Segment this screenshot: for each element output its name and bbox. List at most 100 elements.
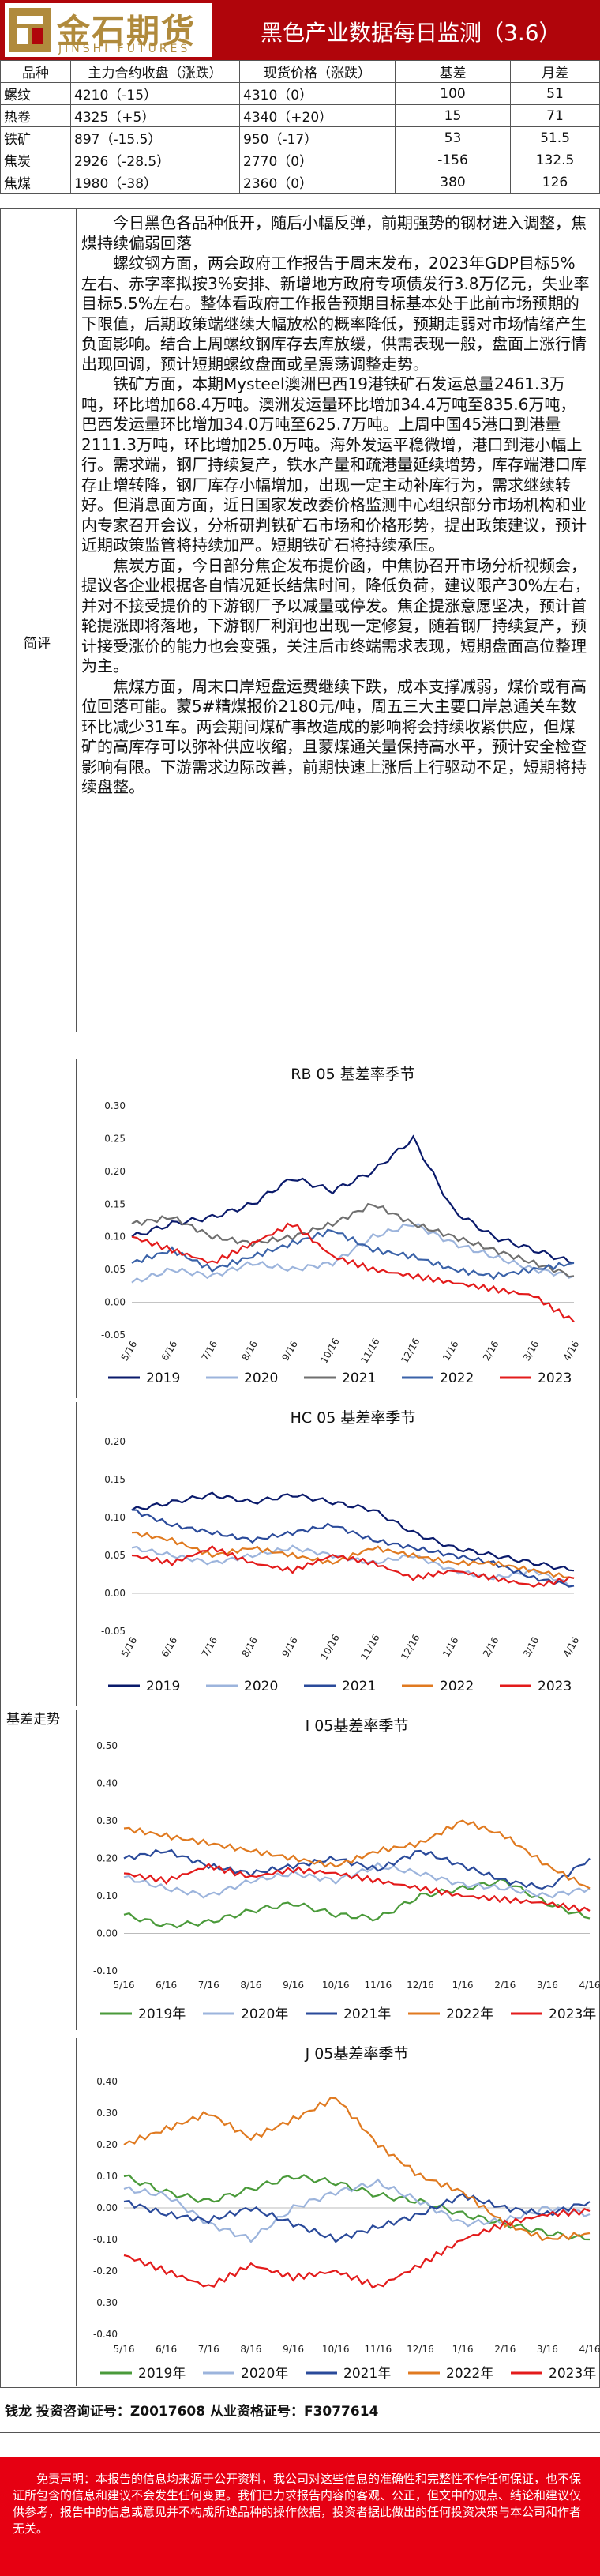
y-tick-label: -0.05 [101,1329,126,1341]
disclaimer: 免责声明：本报告的信息均来源于公开资料，我公司对这些信息的准确性和完整性不作任何… [0,2457,600,2576]
x-tick-label: 11/16 [365,2344,392,2355]
x-tick-label: 9/16 [283,2344,304,2355]
series-line [123,1848,591,1890]
y-tick-label: 0.00 [104,1297,126,1308]
spot-price-cell: 4310（0） [239,82,396,105]
x-tick-label: 10/16 [318,1337,341,1366]
company-logo: 金石期货 JINSHI FUTURES [5,3,212,57]
x-tick-label: 8/16 [239,1339,260,1363]
x-tick-label: 5/16 [114,1980,135,1991]
y-tick-label: -0.30 [93,2297,118,2308]
x-tick-label: 7/16 [198,2344,219,2355]
x-tick-label: 6/16 [159,1339,180,1363]
y-tick-label: -0.20 [93,2266,118,2277]
report-header: 金石期货 JINSHI FUTURES 黑色产业数据每日监测（3.6） [0,0,600,60]
basis-cell: -156 [395,149,511,171]
table-header-cell: 月差 [510,60,600,83]
table-row: 热卷 4325（+5） 4340（+20） 15 71 [0,104,600,127]
series-line [131,1223,575,1284]
charts-label: 基差走势 [6,1712,60,1728]
x-tick-label: 1/16 [441,1635,461,1659]
spot-price-cell: 4340（+20） [239,104,396,127]
series-line [131,1544,575,1587]
series-line [123,2174,591,2241]
chart-title: RB 05 基差率季节 [291,1066,415,1083]
y-tick-label: 0.05 [104,1550,126,1561]
chart-title: HC 05 基差率季节 [291,1409,416,1427]
series-line [123,1863,591,1913]
comment-label: 简评 [24,636,51,652]
futures-close-cell: 4210（-15） [70,82,240,105]
report-title: 黑色产业数据每日监测（3.6） [261,20,561,46]
series-line [131,1531,575,1579]
spread-cell: 132.5 [510,149,600,171]
x-tick-label: 2/16 [494,2344,516,2355]
y-tick-label: 0.15 [104,1474,126,1485]
x-tick-label: 12/16 [407,1980,434,1991]
y-tick-label: 0.10 [104,1232,126,1243]
x-tick-label: 6/16 [159,1635,180,1659]
product-cell: 铁矿 [0,126,71,149]
legend-label: 2022年 [446,2366,493,2382]
basis-cell: 15 [395,104,511,127]
x-tick-label: 7/16 [200,1339,220,1363]
x-tick-label: 9/16 [283,1980,304,1991]
y-tick-label: 0.25 [104,1133,126,1144]
x-tick-label: 11/16 [365,1980,392,1991]
legend-label: 2022 [440,1679,474,1694]
chart-rb: RB 05 基差率季节 0.30 0.25 0.20 0.15 0.10 0.05 0.00 -… [76,1059,600,1398]
futures-close-cell: 2926（-28.5） [70,149,240,171]
x-tick-label: 3/16 [537,2344,558,2355]
y-tick-label: 0.10 [104,1512,126,1523]
x-tick-label: 12/16 [399,1633,422,1662]
table-row: 螺纹 4210（-15） 4310（0） 100 51 [0,82,600,105]
legend-label: 2020 [244,1679,278,1694]
basis-cell: 53 [395,126,511,149]
table-header-cell: 品种 [0,60,71,83]
x-tick-label: 6/16 [156,2344,177,2355]
series-line [131,1509,575,1588]
x-tick-label: 3/16 [521,1339,542,1363]
spread-cell: 51 [510,82,600,105]
table-row: 焦煤 1980（-38） 2360（0） 380 126 [0,171,600,194]
legend-label: 2023年 [549,2006,596,2022]
y-tick-label: -0.05 [101,1626,126,1637]
x-tick-label: 11/16 [358,1633,381,1662]
x-tick-label: 10/16 [318,1633,341,1662]
comment-paragraph: 铁矿方面，本期Mysteel澳洲巴西19港铁矿石发运总量2461.3万吨，环比增… [81,374,587,555]
x-tick-label: 4/16 [561,1339,582,1363]
y-tick-label: 0.05 [104,1264,126,1275]
spot-price-cell: 2770（0） [239,149,396,171]
legend-label: 2022 [440,1371,474,1386]
legend-label: 2019 [146,1371,180,1386]
series-line [131,1134,575,1264]
x-tick-label: 10/16 [322,2344,350,2355]
x-tick-label: 3/16 [537,1980,558,1991]
chart-hc: HC 05 基差率季节 0.20 0.15 0.10 0.05 0.00 -0.05 5/16… [76,1402,600,1706]
legend-label: 2019 [146,1679,180,1694]
table-header-cell: 基差 [395,60,511,83]
legend-label: 2019年 [138,2006,186,2022]
x-tick-label: 9/16 [279,1635,300,1659]
series-line [123,2097,591,2242]
y-tick-label: 0.20 [96,2139,118,2150]
table-header-row: 品种 主力合约收盘（涨跌） 现货价格（涨跌） 基差 月差 [0,60,600,83]
product-cell: 焦炭 [0,149,71,171]
chart-title: J 05基差率季节 [305,2045,409,2063]
legend-label: 2021年 [343,2366,391,2382]
y-tick-label: 0.00 [96,2202,118,2213]
series-line [123,2207,591,2289]
x-tick-label: 4/16 [561,1635,582,1659]
y-tick-label: 0.30 [104,1100,126,1111]
futures-close-cell: 1980（-38） [70,171,240,194]
spot-price-cell: 950（-17） [239,126,396,149]
product-cell: 螺纹 [0,82,71,105]
x-tick-label: 8/16 [239,1635,260,1659]
y-tick-label: 0.40 [96,2076,118,2087]
logo-english-name: JINSHI FUTURES [58,43,191,55]
series-line [131,1491,575,1572]
y-tick-label: -0.10 [93,1965,118,1976]
series-line [123,2178,591,2243]
table-row: 铁矿 897（-15.5） 950（-17） 53 51.5 [0,126,600,149]
series-line [123,1862,591,1899]
